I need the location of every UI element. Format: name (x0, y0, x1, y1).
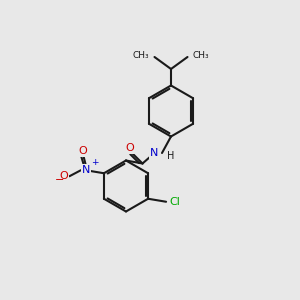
Text: CH₃: CH₃ (133, 51, 149, 60)
Text: CH₃: CH₃ (193, 51, 209, 60)
Text: N: N (82, 165, 90, 175)
Text: N: N (150, 148, 158, 158)
Text: H: H (167, 151, 175, 161)
Text: −: − (55, 175, 64, 185)
Text: +: + (91, 158, 98, 167)
Text: O: O (125, 143, 134, 153)
Text: O: O (59, 171, 68, 181)
Text: O: O (79, 146, 87, 156)
Text: Cl: Cl (169, 197, 180, 207)
